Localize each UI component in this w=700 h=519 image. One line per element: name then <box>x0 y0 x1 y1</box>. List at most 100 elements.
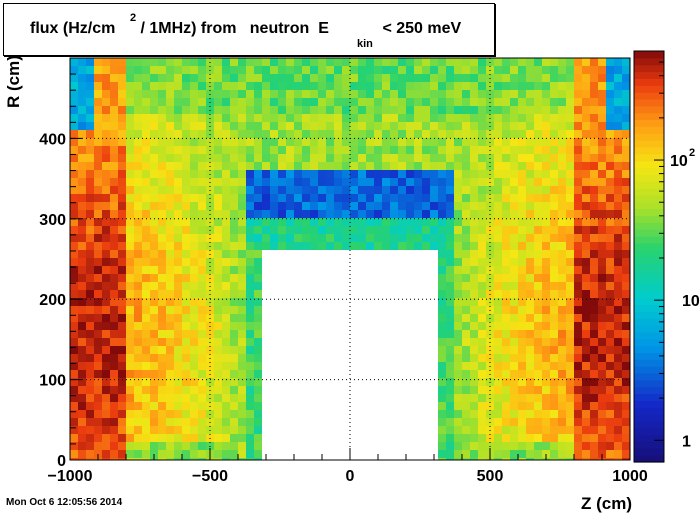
heatmap-cell <box>174 58 182 66</box>
heatmap-cell <box>574 122 582 130</box>
heatmap-cell <box>150 426 158 434</box>
heatmap-cell <box>462 122 470 130</box>
heatmap-cell <box>622 442 630 450</box>
heatmap-cell <box>574 154 582 162</box>
heatmap-cell <box>574 90 582 98</box>
heatmap-cell <box>526 338 534 346</box>
heatmap-cell <box>86 338 94 346</box>
heatmap-cell <box>622 90 630 98</box>
heatmap-cell <box>126 266 134 274</box>
heatmap-cell <box>182 154 190 162</box>
heatmap-cell <box>358 74 366 82</box>
heatmap-cell <box>590 130 598 138</box>
heatmap-cell <box>78 418 86 426</box>
heatmap-cell <box>358 218 366 226</box>
heatmap-cell <box>70 282 78 290</box>
heatmap-cell <box>302 162 310 170</box>
heatmap-cell <box>558 58 566 66</box>
heatmap-cell <box>286 226 294 234</box>
heatmap-cell <box>614 154 622 162</box>
heatmap-cell <box>470 354 478 362</box>
palette-band <box>634 119 664 127</box>
heatmap-cell <box>574 314 582 322</box>
heatmap-cell <box>254 458 262 460</box>
heatmap-cell <box>438 154 446 162</box>
heatmap-cell <box>286 234 294 242</box>
heatmap-cell <box>198 330 206 338</box>
heatmap-cell <box>78 170 86 178</box>
heatmap-cell <box>502 418 510 426</box>
heatmap-cell <box>390 74 398 82</box>
heatmap-cell <box>118 106 126 114</box>
heatmap-cell <box>446 258 454 266</box>
heatmap-cell <box>470 138 478 146</box>
heatmap-cell <box>254 146 262 154</box>
heatmap-cell <box>462 370 470 378</box>
heatmap-cell <box>534 146 542 154</box>
heatmap-cell <box>238 162 246 170</box>
heatmap-cell <box>390 234 398 242</box>
heatmap-cell <box>446 90 454 98</box>
heatmap-cell <box>566 266 574 274</box>
heatmap-cell <box>550 138 558 146</box>
heatmap-cell <box>614 434 622 442</box>
heatmap-cell <box>222 386 230 394</box>
heatmap-cell <box>470 66 478 74</box>
heatmap-cell <box>606 98 614 106</box>
heatmap-cell <box>606 106 614 114</box>
heatmap-cell <box>174 346 182 354</box>
heatmap-cell <box>582 202 590 210</box>
heatmap-cell <box>134 122 142 130</box>
heatmap-cell <box>574 322 582 330</box>
heatmap-cell <box>406 146 414 154</box>
heatmap-cell <box>422 58 430 66</box>
heatmap-cell <box>134 90 142 98</box>
heatmap-cell <box>278 178 286 186</box>
heatmap-cell <box>102 274 110 282</box>
heatmap-cell <box>254 442 262 450</box>
heatmap-cell <box>294 98 302 106</box>
palette-band <box>634 427 664 436</box>
heatmap-cell <box>126 186 134 194</box>
heatmap-cell <box>102 242 110 250</box>
heatmap-cell <box>510 458 518 460</box>
heatmap-cell <box>286 82 294 90</box>
heatmap-cell <box>318 114 326 122</box>
heatmap-cell <box>414 178 422 186</box>
heatmap-cell <box>214 258 222 266</box>
heatmap-cell <box>462 250 470 258</box>
heatmap-cell <box>438 354 446 362</box>
heatmap-cell <box>110 346 118 354</box>
heatmap-cell <box>574 306 582 314</box>
heatmap-cell <box>446 458 454 460</box>
heatmap-cell <box>70 442 78 450</box>
heatmap-cell <box>406 114 414 122</box>
heatmap-cell <box>270 234 278 242</box>
heatmap-cell <box>230 434 238 442</box>
heatmap-cell <box>270 74 278 82</box>
heatmap-cell <box>70 386 78 394</box>
heatmap-cell <box>318 210 326 218</box>
heatmap-cell <box>510 370 518 378</box>
heatmap-cell <box>86 146 94 154</box>
heatmap-cell <box>110 66 118 74</box>
heatmap-cell <box>78 178 86 186</box>
heatmap-cell <box>462 74 470 82</box>
heatmap-cell <box>614 178 622 186</box>
heatmap-cell <box>598 74 606 82</box>
heatmap-cell <box>70 130 78 138</box>
heatmap-cell <box>502 442 510 450</box>
heatmap-cell <box>246 218 254 226</box>
heatmap-cell <box>470 194 478 202</box>
heatmap-cell <box>478 450 486 458</box>
heatmap-cell <box>510 130 518 138</box>
heatmap-cell <box>254 386 262 394</box>
heatmap-cell <box>246 82 254 90</box>
heatmap-cell <box>478 258 486 266</box>
heatmap-cell <box>342 194 350 202</box>
heatmap-cell <box>182 258 190 266</box>
heatmap-cell <box>126 242 134 250</box>
heatmap-cell <box>454 306 462 314</box>
heatmap-cell <box>102 410 110 418</box>
heatmap-cell <box>462 458 470 460</box>
